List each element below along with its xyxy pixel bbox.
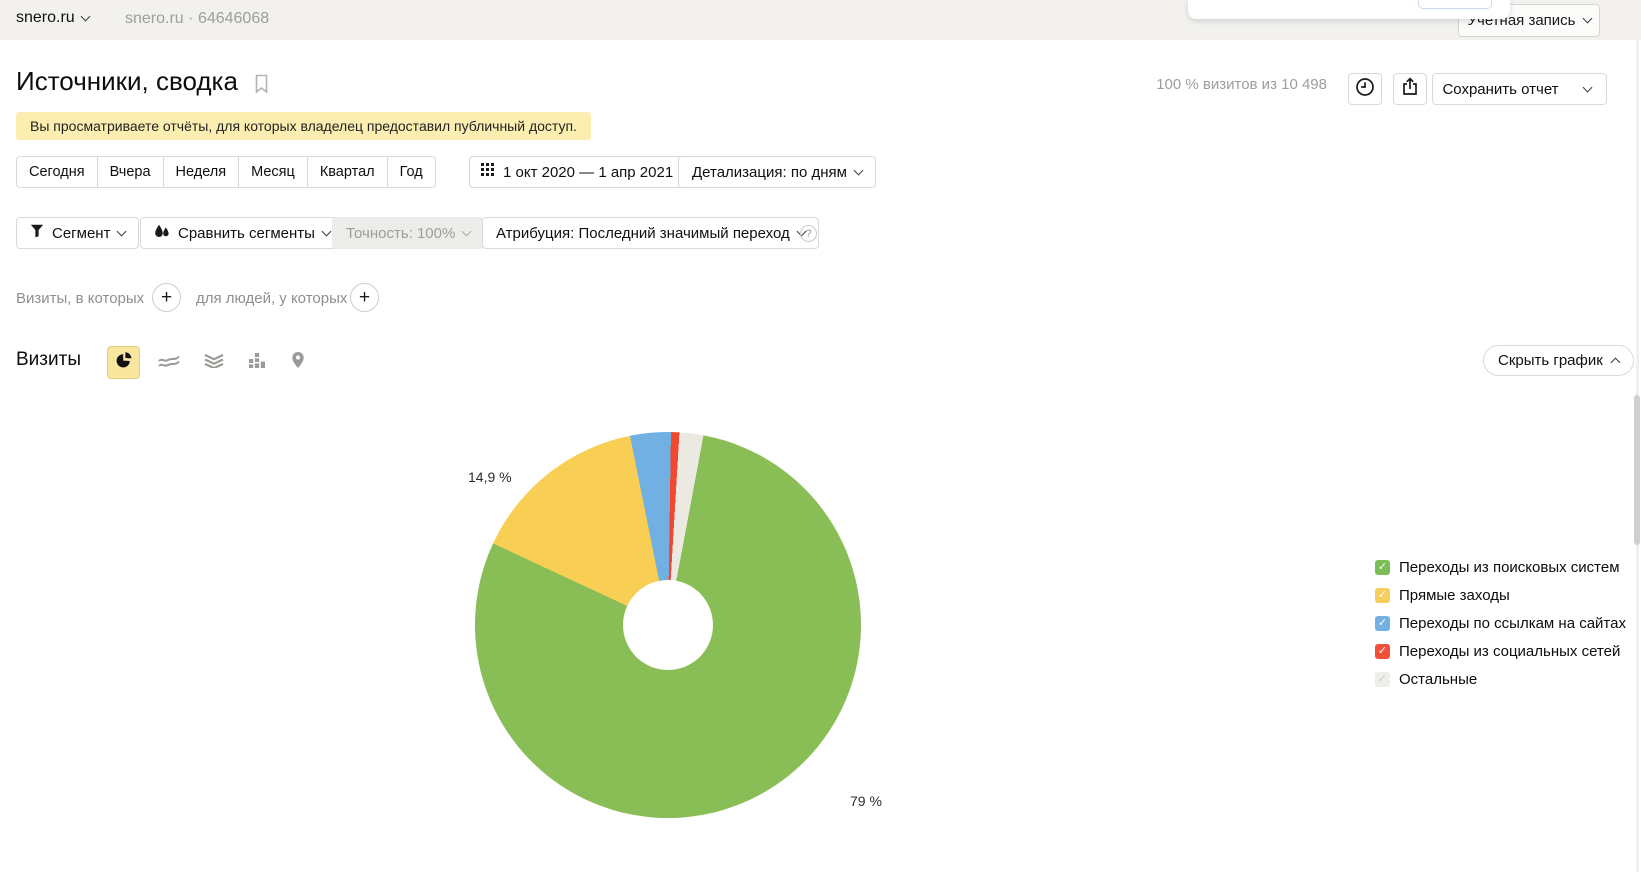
- scrollbar-thumb[interactable]: [1634, 395, 1640, 545]
- legend-label: Переходы из поисковых систем: [1399, 558, 1620, 576]
- help-icon[interactable]: ?: [800, 225, 817, 242]
- detail-dropdown-label: Детализация: по дням: [692, 163, 847, 181]
- topbar: snero.ru snero.ru · 64646068 Учетная зап…: [0, 0, 1641, 40]
- legend-item-search-traffic[interactable]: ✓ Переходы из поисковых систем: [1375, 553, 1626, 581]
- chevron-down-icon: [1582, 82, 1592, 92]
- chevron-down-icon: [461, 226, 472, 236]
- chart-type-line-button[interactable]: [152, 346, 185, 379]
- period-yesterday-button[interactable]: Вчера: [96, 156, 163, 188]
- attribution-dropdown[interactable]: Атрибуция: Последний значимый переход: [482, 217, 819, 249]
- save-report-label: Сохранить отчет: [1442, 80, 1559, 98]
- counter-switcher-label: snero.ru: [16, 9, 75, 26]
- columns-chart-icon: [248, 352, 266, 373]
- segment-button-label: Сегмент: [52, 224, 111, 242]
- period-month-button[interactable]: Месяц: [238, 156, 307, 188]
- map-pin-icon: [291, 351, 305, 374]
- clock-icon: [1355, 77, 1375, 102]
- pie-chart-icon: [115, 351, 133, 374]
- save-report-dropdown-button[interactable]: [1568, 73, 1607, 105]
- save-report-button[interactable]: Сохранить отчет: [1432, 73, 1569, 105]
- period-today-button[interactable]: Сегодня: [16, 156, 97, 188]
- people-condition-label: для людей, у которых: [196, 290, 348, 307]
- export-button[interactable]: [1393, 73, 1427, 105]
- detail-dropdown[interactable]: Детализация: по дням: [678, 156, 876, 188]
- add-visit-condition-button[interactable]: +: [152, 283, 181, 312]
- checkbox-checked-icon[interactable]: ✓: [1375, 587, 1390, 603]
- drops-icon: [154, 224, 170, 243]
- date-range-label: 1 окт 2020 — 1 апр 2021: [503, 163, 674, 181]
- stacked-area-icon: [204, 352, 224, 373]
- compare-segments-label: Сравнить сегменты: [178, 224, 315, 242]
- donut-hole: [623, 580, 713, 670]
- chart-type-columns-button[interactable]: [240, 346, 273, 379]
- plus-icon: +: [160, 286, 173, 308]
- chart-type-map-button[interactable]: [281, 346, 314, 379]
- compare-segments-button[interactable]: Сравнить сегменты: [140, 217, 344, 249]
- chevron-down-icon: [321, 226, 332, 236]
- counter-info: snero.ru · 64646068: [125, 10, 269, 28]
- checkbox-checked-icon[interactable]: ✓: [1375, 615, 1390, 631]
- legend-item-other-traffic[interactable]: ✓ Остальные: [1375, 665, 1626, 693]
- period-quarter-button[interactable]: Квартал: [306, 156, 387, 188]
- attribution-label: Атрибуция: Последний значимый переход: [496, 224, 790, 242]
- legend-label: Остальные: [1399, 670, 1478, 688]
- plus-icon: +: [358, 286, 371, 308]
- chevron-down-icon: [1582, 13, 1592, 24]
- chevron-down-icon: [80, 11, 91, 21]
- visits-condition-label: Визиты, в которых: [16, 290, 145, 307]
- chevron-up-icon: [1610, 357, 1621, 367]
- chart-type-stacked-button[interactable]: [197, 346, 230, 379]
- hide-chart-button[interactable]: Скрыть график: [1483, 345, 1634, 376]
- legend-item-social-traffic[interactable]: ✓ Переходы из социальных сетей: [1375, 637, 1626, 665]
- chart-legend: ✓ Переходы из поисковых систем ✓ Прямые …: [1375, 553, 1626, 693]
- metric-label: Визиты: [16, 349, 81, 370]
- pie-slice-label: 79 %: [850, 793, 882, 809]
- counter-id: 64646068: [197, 10, 270, 27]
- upload-icon: [1401, 77, 1419, 101]
- report-history-button[interactable]: [1348, 73, 1382, 105]
- period-preset-group: Сегодня Вчера Неделя Месяц Квартал Год: [16, 156, 436, 188]
- popup-button-fragment[interactable]: [1418, 0, 1492, 9]
- legend-item-link-traffic[interactable]: ✓ Переходы по ссылкам на сайтах: [1375, 609, 1626, 637]
- funnel-icon: [30, 224, 44, 242]
- checkbox-checked-icon[interactable]: ✓: [1375, 671, 1390, 687]
- page-title: Источники, сводка: [16, 66, 238, 96]
- accuracy-label: Точность: 100%: [346, 224, 456, 242]
- legend-label: Прямые заходы: [1399, 586, 1510, 604]
- checkbox-checked-icon[interactable]: ✓: [1375, 643, 1390, 659]
- dot-separator: ·: [188, 10, 194, 27]
- legend-label: Переходы из социальных сетей: [1399, 642, 1621, 660]
- segment-button[interactable]: Сегмент: [16, 217, 140, 249]
- counter-name: snero.ru: [125, 10, 184, 27]
- chevron-down-icon: [853, 165, 864, 175]
- cutoff-overlay-popup: [1188, 0, 1510, 19]
- period-year-button[interactable]: Год: [386, 156, 436, 188]
- chevron-down-icon: [117, 226, 127, 236]
- date-range-button[interactable]: 1 окт 2020 — 1 апр 2021: [469, 156, 686, 188]
- sampling-info: 100 % визитов из 10 498: [1156, 76, 1327, 93]
- legend-item-direct-traffic[interactable]: ✓ Прямые заходы: [1375, 581, 1626, 609]
- account-button[interactable]: Учетная запись: [1458, 4, 1600, 37]
- pie-slice-label: 14,9 %: [468, 469, 512, 485]
- line-chart-icon: [157, 353, 180, 373]
- chart-type-pie-button[interactable]: [107, 346, 140, 379]
- hide-chart-label: Скрыть график: [1498, 352, 1603, 369]
- add-people-condition-button[interactable]: +: [350, 283, 379, 312]
- public-access-notice: Вы просматриваете отчёты, для которых вл…: [16, 112, 591, 140]
- checkbox-checked-icon[interactable]: ✓: [1375, 559, 1390, 575]
- accuracy-dropdown[interactable]: Точность: 100%: [332, 217, 485, 249]
- calendar-grid-icon: [481, 163, 495, 181]
- bookmark-icon[interactable]: [254, 74, 269, 99]
- counter-switcher-dropdown[interactable]: snero.ru: [16, 9, 91, 27]
- legend-label: Переходы по ссылкам на сайтах: [1399, 614, 1626, 632]
- help-glyph: ?: [805, 227, 812, 240]
- period-week-button[interactable]: Неделя: [162, 156, 239, 188]
